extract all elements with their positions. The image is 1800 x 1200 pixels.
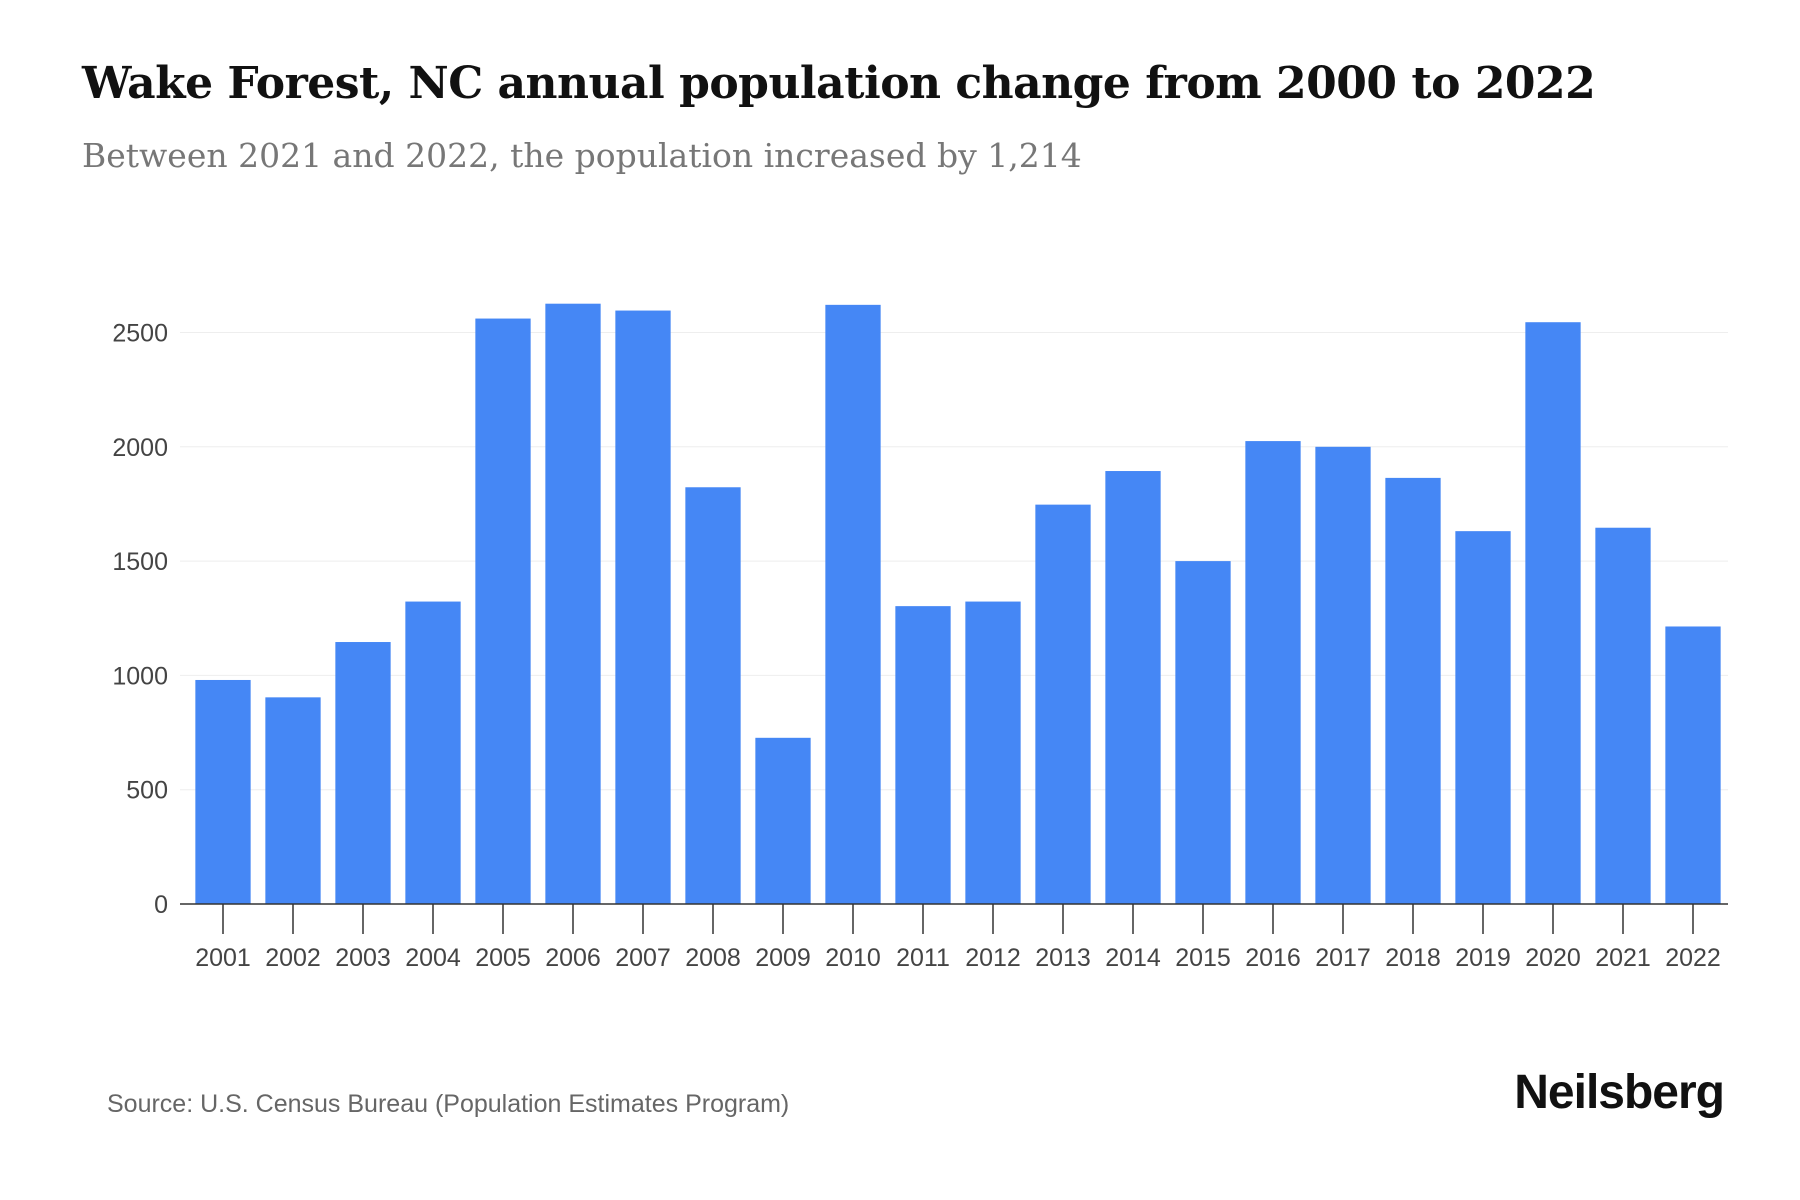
x-tick-label: 2020	[1525, 944, 1581, 972]
bar-2013	[1035, 504, 1091, 904]
bar-2009	[755, 737, 811, 904]
x-tick-label: 2003	[335, 944, 391, 972]
x-tick-label: 2019	[1455, 944, 1511, 972]
x-tick-label: 2013	[1035, 944, 1091, 972]
x-tick-label: 2007	[615, 944, 671, 972]
x-tick-label: 2016	[1245, 944, 1301, 972]
y-tick-label: 2500	[112, 320, 168, 348]
bar-2005	[475, 318, 531, 904]
y-tick-label: 1500	[112, 548, 168, 576]
bar-2003	[335, 642, 391, 904]
x-tick-label: 2002	[265, 944, 321, 972]
x-tick-label: 2004	[405, 944, 461, 972]
bar-2018	[1385, 477, 1441, 904]
x-tick-label: 2006	[545, 944, 601, 972]
bar-2001	[195, 679, 251, 904]
neilsberg-logo: Neilsberg	[1514, 1066, 1725, 1119]
y-tick-label: 1000	[112, 662, 168, 690]
bar-2007	[615, 310, 671, 904]
bar-2017	[1315, 446, 1371, 904]
chart-title: Wake Forest, NC annual population change…	[82, 58, 1596, 109]
x-tick-label: 2011	[896, 944, 950, 972]
bar-2012	[965, 601, 1021, 904]
x-tick-label: 2022	[1665, 944, 1721, 972]
bar-2008	[685, 487, 741, 904]
bar-2002	[265, 697, 321, 904]
x-tick-label: 2018	[1385, 944, 1441, 972]
bar-2021	[1595, 527, 1651, 904]
source-note: Source: U.S. Census Bureau (Population E…	[107, 1090, 790, 1118]
bar-2010	[825, 304, 881, 905]
bar-2004	[405, 601, 461, 904]
x-tick-label: 2017	[1315, 944, 1371, 972]
bar-2011	[895, 606, 951, 904]
y-tick-label: 2000	[112, 434, 168, 462]
x-tick-label: 2014	[1105, 944, 1161, 972]
x-tick-label: 2009	[755, 944, 811, 972]
bar-2022	[1665, 626, 1721, 904]
bar-2006	[545, 303, 601, 904]
x-tick-label: 2021	[1595, 944, 1651, 972]
chart-subtitle: Between 2021 and 2022, the population in…	[82, 136, 1082, 175]
bar-2020	[1525, 322, 1581, 904]
bar-2014	[1105, 471, 1161, 904]
x-tick-label: 2015	[1175, 944, 1231, 972]
bar-2019	[1455, 531, 1511, 904]
x-tick-label: 2001	[195, 944, 251, 972]
x-tick-label: 2008	[685, 944, 741, 972]
x-tick-label: 2005	[475, 944, 531, 972]
x-tick-label: 2010	[825, 944, 881, 972]
y-tick-label: 500	[126, 777, 168, 805]
bar-2016	[1245, 441, 1301, 904]
bar-2015	[1175, 561, 1231, 904]
x-tick-label: 2012	[965, 944, 1021, 972]
y-tick-label: 0	[154, 891, 168, 919]
